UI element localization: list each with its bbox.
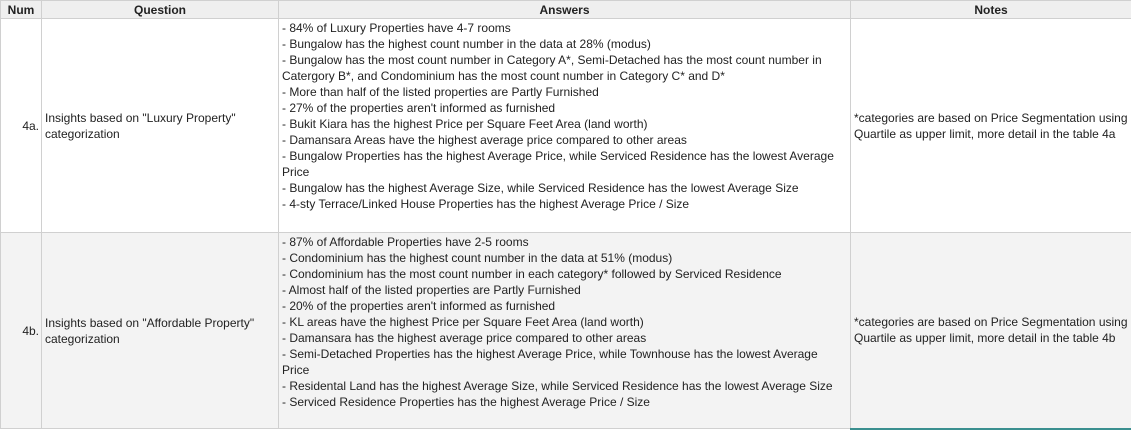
answer-line: - Condominium has the highest count numb… <box>282 251 673 265</box>
question-cell[interactable]: Insights based on "Affordable Property" … <box>41 232 279 429</box>
answer-line: - Bungalow has the most count number in … <box>282 53 822 83</box>
answer-line: - Bukit Kiara has the highest Price per … <box>282 117 648 131</box>
table-row: 4b. Insights based on "Affordable Proper… <box>0 232 1131 430</box>
answer-line: - Semi-Detached Properties has the highe… <box>282 347 818 377</box>
answer-line: - Almost half of the listed properties a… <box>282 283 581 297</box>
header-question[interactable]: Question <box>41 0 279 19</box>
answer-line: - Damansara Areas have the highest avera… <box>282 133 687 147</box>
table-row: 4a. Insights based on "Luxury Property" … <box>0 18 1131 233</box>
row-num-cell[interactable]: 4b. <box>0 232 42 429</box>
header-row: Num Question Answers Notes <box>0 0 1131 19</box>
answer-line: - Condominium has the most count number … <box>282 267 782 281</box>
answer-line: - Bungalow Properties has the highest Av… <box>282 149 834 179</box>
answer-line: - More than half of the listed propertie… <box>282 85 599 99</box>
answer-line: - 27% of the properties aren't informed … <box>282 101 556 115</box>
answer-line: - Bungalow has the highest count number … <box>282 37 651 51</box>
answer-line: - Residental Land has the highest Averag… <box>282 379 833 393</box>
answer-line: - Serviced Residence Properties has the … <box>282 395 650 409</box>
notes-cell[interactable]: *categories are based on Price Segmentat… <box>850 232 1131 430</box>
header-notes[interactable]: Notes <box>850 0 1131 19</box>
notes-cell[interactable]: *categories are based on Price Segmentat… <box>850 18 1131 233</box>
answer-line: - 87% of Affordable Properties have 2-5 … <box>282 235 529 249</box>
question-cell[interactable]: Insights based on "Luxury Property" cate… <box>41 18 279 233</box>
answer-line: - 4-sty Terrace/Linked House Properties … <box>282 197 690 211</box>
answers-cell[interactable]: - 87% of Affordable Properties have 2-5 … <box>278 232 851 429</box>
answer-line: - 84% of Luxury Properties have 4-7 room… <box>282 21 511 35</box>
header-num[interactable]: Num <box>0 0 42 19</box>
header-answers[interactable]: Answers <box>278 0 851 19</box>
answer-line: - Damansara has the highest average pric… <box>282 331 647 345</box>
row-num-cell[interactable]: 4a. <box>0 18 42 233</box>
answers-cell[interactable]: - 84% of Luxury Properties have 4-7 room… <box>278 18 851 233</box>
answer-line: - Bungalow has the highest Average Size,… <box>282 181 799 195</box>
answer-line: - KL areas have the highest Price per Sq… <box>282 315 644 329</box>
answer-line: - 20% of the properties aren't informed … <box>282 299 556 313</box>
